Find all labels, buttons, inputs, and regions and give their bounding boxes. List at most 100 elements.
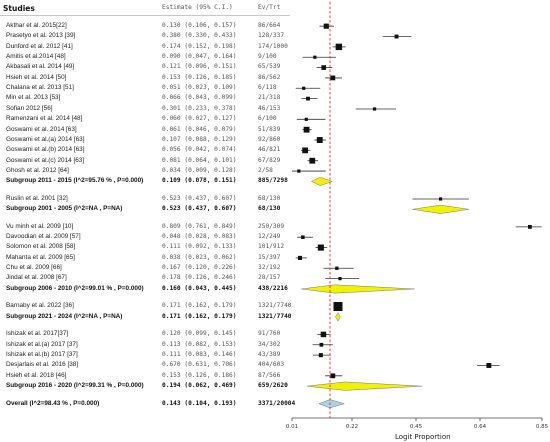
estimate-value: 0.143 (0.104, 0.193) [162,399,237,407]
table-row: Vu minh et al. 2009 [10] 0.809 (0.761, 0.… [0,222,290,232]
x-axis-label: Logit Proportion [395,433,451,441]
table-row: Akthar et al. 2015[22] 0.130 (0.106, 0.15… [0,21,290,31]
ev-trt-value: 1321/7740 [258,302,292,310]
table-row: Solomon et al. 2008 [58] 0.111 (0.092, 0.… [0,242,290,252]
table-row: Hsieh et al. 2018 [46] 0.153 (0.126, 0.18… [0,371,290,381]
study-label: Ruslin et al. 2001 [32] [6,194,68,202]
estimate-value: 0.809 (0.761, 0.849) [162,222,237,230]
ev-trt-value: 86/664 [258,22,281,29]
table-row: Chu et al. 2009 [66] 0.167 (0.120, 0.226)… [0,263,290,273]
table-row: Amitis et al.2014 [48] 0.090 (0.047, 0.16… [0,52,290,62]
ev-trt-value: 86/562 [258,73,281,81]
estimate-value: 0.160 (0.043, 0.445) [162,284,237,292]
overall-row: Overall (I^2=98.43 % , P=0.000) 0.143 (0.… [0,399,295,409]
estimate-value: 0.081 (0.064, 0.101) [162,156,237,164]
table-row: Goswami et al. 2014 [63] 0.061 (0.046, 0.… [0,125,290,135]
estimate-value: 0.174 (0.152, 0.198) [162,42,237,50]
ev-trt-value: 46/821 [258,146,281,154]
study-marker [297,255,303,260]
study-label: Ghosh et al. 2012 [64] [6,166,69,174]
study-marker [372,107,377,111]
study-marker [304,117,308,121]
study-marker [394,34,399,39]
study-label: Vu minh et al. 2009 [10] [6,222,74,230]
study-label: Davoodian et al. 2009 [57] [6,233,81,241]
study-label: Amitis et al.2014 [48] [6,53,66,61]
ev-trt-value: 91/760 [258,330,281,338]
estimate-value: 0.171 (0.162, 0.179) [162,302,237,310]
ev-trt-value: 101/912 [258,243,285,251]
subgroup-row: Subgroup 2001 - 2005 (I^2=NA , P=NA) 0.52… [0,204,290,214]
subgroup-diamond [310,176,334,186]
study-marker [323,23,329,29]
table-row: Dunford et al. 2012 [41] 0.174 (0.152, 0.… [0,42,290,52]
study-marker [301,235,305,240]
study-marker [313,55,317,59]
ev-trt-value: 404/603 [258,361,285,369]
study-label: Goswami et al.(b) 2014 [63] [6,146,85,154]
estimate-value: 0.523 (0.437, 0.607) [162,194,237,202]
estimate-value: 0.048 (0.028, 0.083) [162,233,237,241]
estimate-value: 0.178 (0.126, 0.246) [162,274,237,282]
ev-trt-value: 68/130 [258,205,281,213]
study-label: Barnaby et al. 2022 [36] [6,302,74,310]
study-marker [309,157,316,164]
ev-trt-value: 128/337 [258,32,285,40]
study-marker [330,373,336,379]
study-label: Subgroup 2011 - 2015 (I^2=95.76 % , P=0.… [6,177,144,185]
table-row: Goswami et al.(c) 2014 [63] 0.081 (0.064,… [0,156,290,166]
study-marker [316,137,323,143]
estimate-value: 0.111 (0.083, 0.146) [162,350,237,358]
subgroup-diamond [335,312,341,322]
x-tick-label: 0.64 [474,424,487,430]
study-label: Jindal et al. 2008 [67] [6,274,67,282]
overall-diamond [318,399,346,409]
study-label: Mahanta et al. 2009 [65] [6,253,75,261]
ev-trt-value: 51/839 [258,125,281,133]
ev-trt-value: 34/302 [258,340,281,348]
ev-trt-value: 1321/7740 [258,312,292,320]
study-marker [306,96,310,101]
study-marker [338,277,342,281]
ev-trt-value: 15/397 [258,253,281,261]
ev-trt-value: 21/318 [258,94,281,102]
study-marker [317,244,324,251]
ev-trt-value: 87/566 [258,371,281,379]
study-marker [302,147,309,154]
study-label: Ishizak et al. 2017[37] [6,330,69,338]
ev-trt-value: 6/118 [258,84,277,92]
study-marker [333,302,343,312]
study-marker [528,224,532,229]
estimate-value: 0.121 (0.096, 0.151) [162,63,237,71]
ev-trt-value: 28/157 [258,274,281,282]
ev-trt-value: 2/58 [258,166,273,174]
estimate-value: 0.109 (0.078, 0.151) [162,177,237,185]
x-tick-label: 0.85 [536,424,549,430]
estimate-value: 0.113 (0.082, 0.153) [162,340,237,348]
table-row: Akbasali et al. 2014 [49] 0.121 (0.096, 0… [0,62,290,72]
study-marker [297,169,301,173]
ev-trt-value: 65/539 [258,63,281,71]
study-label: Chalana et al. 2013 [51] [6,84,74,92]
estimate-value: 0.060 (0.027, 0.127) [162,115,237,123]
studies-header: Studies [3,4,35,13]
study-label: Overall (I^2=98.43 % , P=0.000) [6,399,100,407]
x-tick-label: 0.01 [286,424,298,430]
table-row: Davoodian et al. 2009 [57] 0.048 (0.028, … [0,232,290,242]
study-marker [335,43,343,51]
table-row: Ruslin et al. 2001 [32] 0.523 (0.437, 0.6… [0,194,290,204]
estimate-value: 0.038 (0.023, 0.062) [162,253,237,261]
header-divider [0,15,290,16]
study-label: Desjarlais et al. 2016 [38] [6,361,79,369]
study-label: Chu et al. 2009 [66] [6,264,62,272]
ev-trt-value: 659/2620 [258,382,288,389]
table-row: Jindal et al. 2008 [67] 0.178 (0.126, 0.2… [0,273,290,283]
study-label: Hsieh et al. 2014 [50] [6,73,67,81]
ev-trt-value: 67/829 [258,156,281,164]
estimate-value: 0.034 (0.009, 0.128) [162,166,237,174]
estimate-value: 0.120 (0.099, 0.145) [162,330,237,338]
ev-trt-value: 68/130 [258,194,281,202]
estimate-value: 0.194 (0.062, 0.469) [162,382,237,389]
estimate-header: Estimate (95% C.I.) [162,4,233,11]
study-label: Min et al. 2013 [53] [6,94,61,102]
